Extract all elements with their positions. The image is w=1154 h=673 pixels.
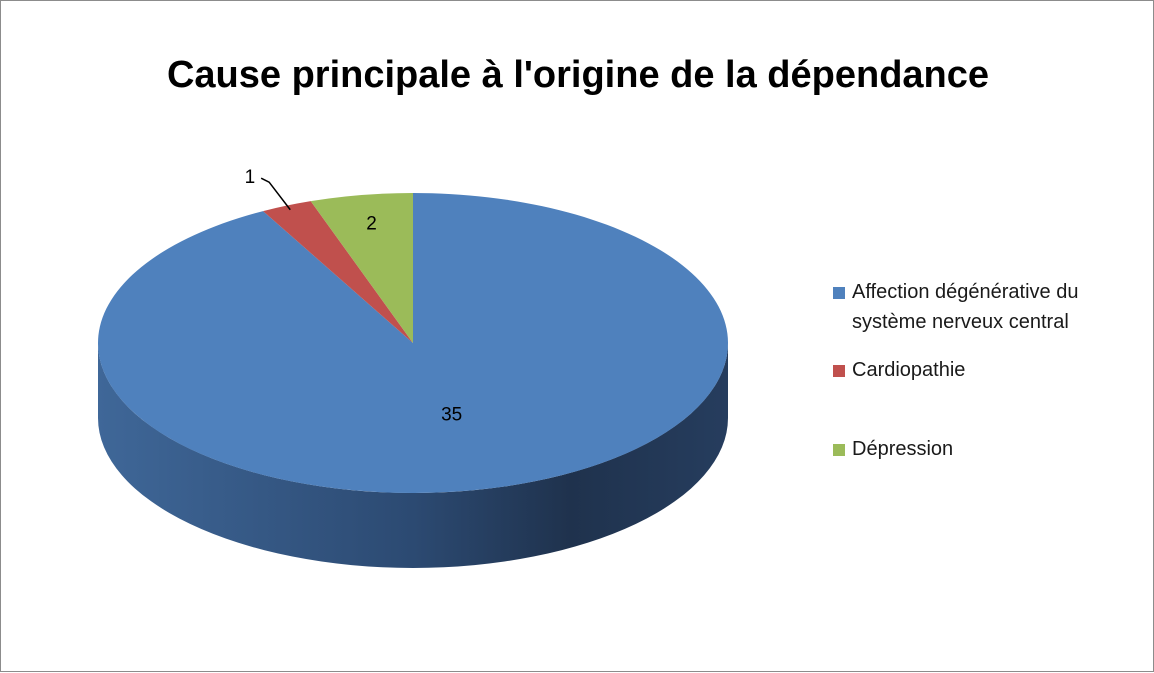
data-label: 1 [245, 167, 256, 188]
data-label: 2 [366, 214, 377, 235]
legend-swatch [833, 287, 845, 299]
legend-swatch [833, 365, 845, 377]
legend-swatch [833, 444, 845, 456]
legend-item: Affection dégénérative du système nerveu… [833, 277, 1133, 337]
legend-label: Dépression [852, 438, 954, 460]
pie-side [98, 343, 728, 568]
leader-line [260, 177, 291, 211]
legend-item: Dépression [833, 434, 1133, 464]
legend-item: Cardiopathie [833, 355, 1133, 385]
chart-title: Cause principale à l'origine de la dépen… [167, 54, 989, 96]
pie-slice [263, 201, 413, 343]
legend-label: Affection dégénérative du système nerveu… [852, 281, 1079, 333]
pie-slice [310, 193, 413, 343]
legend-label: Cardiopathie [852, 359, 966, 381]
data-label: 35 [441, 405, 462, 426]
pie-slice [98, 193, 729, 493]
